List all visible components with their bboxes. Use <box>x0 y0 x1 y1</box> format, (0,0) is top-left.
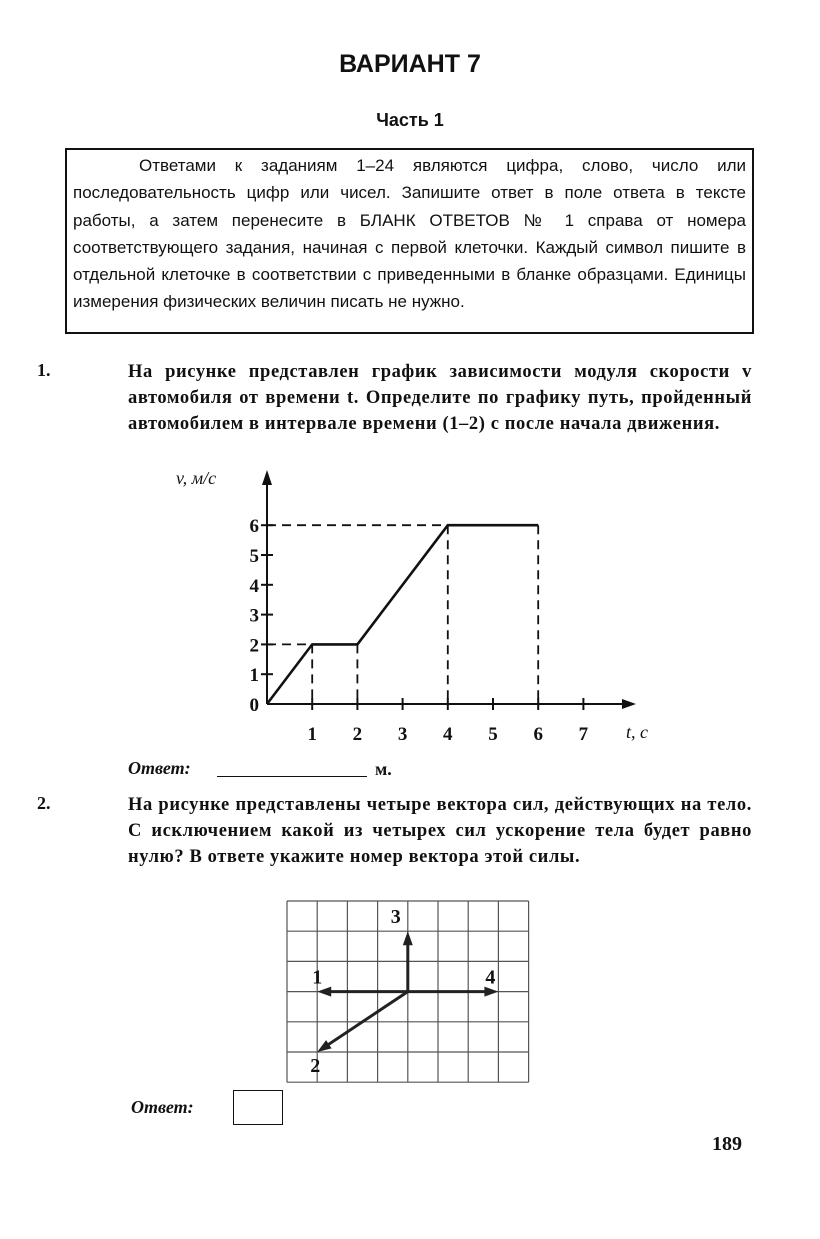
task1-answer-label: Ответ: <box>128 758 191 778</box>
x-tick-label: 6 <box>533 724 543 745</box>
task2-answer-box[interactable] <box>233 1090 283 1125</box>
x-axis-arrow <box>622 699 636 709</box>
velocity-time-graph: 1 2 3 4 5 6 7 0 1 2 3 4 5 6 t, с v, м/с <box>176 468 648 745</box>
force-vectors-diagram: 1 2 3 4 <box>286 900 530 1083</box>
vector-label: 1 <box>312 967 322 989</box>
arrowhead-icon <box>402 931 413 946</box>
vector-label: 4 <box>485 967 495 989</box>
x-tick-label: 4 <box>443 724 453 745</box>
velocity-line <box>265 523 539 705</box>
task2-text: На рисунке представлены четыре вектора с… <box>128 795 752 867</box>
x-tick-label: 1 <box>307 724 317 745</box>
x-axis-label: t, с <box>626 722 648 742</box>
instructions-text: Ответами к заданиям 1–24 являются цифра,… <box>73 156 746 312</box>
part-heading: Часть 1 <box>376 110 444 130</box>
vector-label: 3 <box>391 906 401 928</box>
y-axis-label: v, м/с <box>176 468 216 488</box>
y-tick-label: 0 <box>250 695 260 716</box>
task1-text: На рисунке представлен график зависимост… <box>128 362 752 434</box>
arrowhead-icon <box>317 986 332 997</box>
y-tick-label: 1 <box>250 665 260 686</box>
x-tick-label: 3 <box>398 724 408 745</box>
arrowhead-icon <box>317 1040 332 1052</box>
task2-number: 2. <box>37 793 51 813</box>
x-tick-label: 7 <box>579 724 589 745</box>
force-vector-2 <box>323 990 409 1049</box>
y-tick-label: 5 <box>250 546 260 567</box>
task1-answer-field[interactable] <box>217 776 367 777</box>
task1-answer-unit: м. <box>375 759 392 779</box>
vector-label: 2 <box>310 1055 320 1077</box>
variant-title: ВАРИАНТ 7 <box>339 50 481 78</box>
x-tick-label: 2 <box>353 724 363 745</box>
y-tick-label: 4 <box>250 576 260 597</box>
task1-number: 1. <box>37 360 51 380</box>
y-tick-label: 2 <box>250 635 260 656</box>
task2-answer-label: Ответ: <box>131 1097 194 1117</box>
y-tick-label: 3 <box>250 606 260 627</box>
arrowhead-icon <box>484 986 499 997</box>
page-number: 189 <box>712 1133 742 1155</box>
x-tick-label: 5 <box>488 724 498 745</box>
instructions-box: Ответами к заданиям 1–24 являются цифра,… <box>65 148 754 334</box>
y-tick-label: 6 <box>250 516 260 537</box>
y-axis-arrow <box>262 470 272 485</box>
